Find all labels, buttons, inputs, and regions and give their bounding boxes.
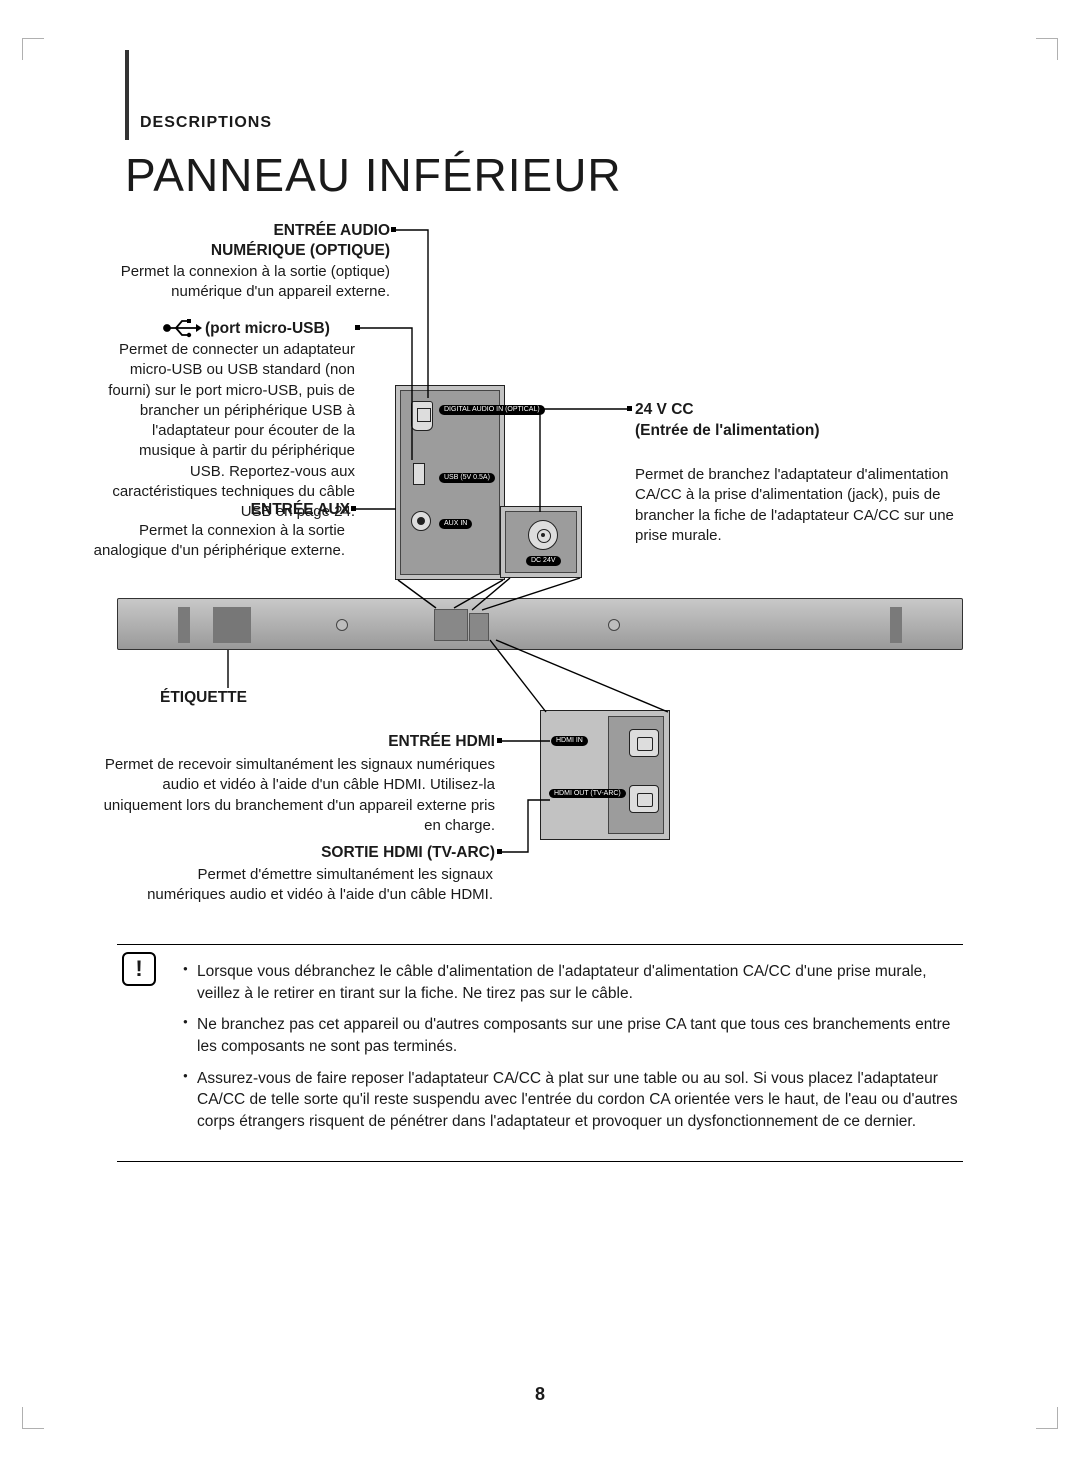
caution-box: Lorsque vous débranchez le câble d'alime…: [117, 944, 963, 1162]
crop-mark: [22, 38, 44, 60]
caution-item: Assurez-vous de faire reposer l'adaptate…: [183, 1068, 963, 1133]
panel-hdmi: HDMI IN HDMI OUT (TV-ARC): [540, 710, 670, 840]
label-optique-line1: ENTRÉE AUDIO: [100, 221, 390, 242]
bar-screw: [608, 619, 620, 631]
section-label: DESCRIPTIONS: [140, 114, 272, 132]
port-hdmi-in: [629, 729, 659, 757]
port-dc: [528, 520, 558, 550]
crop-mark: [1036, 38, 1058, 60]
label-usb: (port micro-USB): [205, 319, 355, 340]
desc-aux: Permet la connexion à la sortie analogiq…: [90, 521, 345, 562]
port-hdmi-out: [629, 785, 659, 813]
crop-mark: [22, 1407, 44, 1429]
label-etiquette: ÉTIQUETTE: [160, 688, 300, 709]
panel-dc: DC 24V: [500, 506, 582, 578]
desc-optique: Permet la connexion à la sortie (optique…: [100, 262, 390, 303]
label-aux: ENTRÉE AUX: [230, 500, 350, 521]
desc-24v: Permet de branchez l'adaptateur d'alimen…: [635, 465, 955, 546]
crop-mark: [1036, 1407, 1058, 1429]
soundbar-diagram: [117, 598, 963, 650]
label-24v: 24 V CC: [635, 400, 835, 421]
pill-hdmi-in: HDMI IN: [551, 736, 588, 746]
panel-ports-top: DIGITAL AUDIO IN (OPTICAL) USB (5V 0.5A)…: [395, 385, 505, 580]
port-usb: [413, 463, 425, 485]
caution-item: Lorsque vous débranchez le câble d'alime…: [183, 961, 963, 1004]
bar-port-cutout: [434, 609, 468, 641]
bar-etiquette-region: [213, 607, 251, 643]
desc-hdmi-out: Permet d'émettre simultanément les signa…: [130, 865, 493, 906]
page-number: 8: [0, 1384, 1080, 1405]
label-optique-line2: NUMÉRIQUE (OPTIQUE): [100, 241, 390, 262]
pill-optical: DIGITAL AUDIO IN (OPTICAL): [439, 405, 545, 415]
port-optical: [411, 401, 433, 431]
caution-item: Ne branchez pas cet appareil ou d'autres…: [183, 1014, 963, 1057]
bar-screw: [336, 619, 348, 631]
pill-hdmi-out: HDMI OUT (TV-ARC): [549, 789, 626, 798]
pill-usb: USB (5V 0.5A): [439, 473, 495, 483]
desc-hdmi-in: Permet de recevoir simultanément les sig…: [100, 755, 495, 836]
label-hdmi-in: ENTRÉE HDMI: [335, 732, 495, 753]
pill-aux: AUX IN: [439, 519, 472, 529]
port-aux: [411, 511, 431, 531]
pill-dc: DC 24V: [526, 556, 561, 566]
desc-usb: Permet de connecter un adaptateur micro-…: [100, 340, 355, 522]
usb-icon: [162, 318, 202, 338]
page-title: PANNEAU INFÉRIEUR: [125, 148, 622, 202]
header-rule: [125, 50, 129, 140]
label-hdmi-out: SORTIE HDMI (TV-ARC): [245, 843, 495, 864]
label-24v-sub: (Entrée de l'alimentation): [635, 421, 835, 440]
